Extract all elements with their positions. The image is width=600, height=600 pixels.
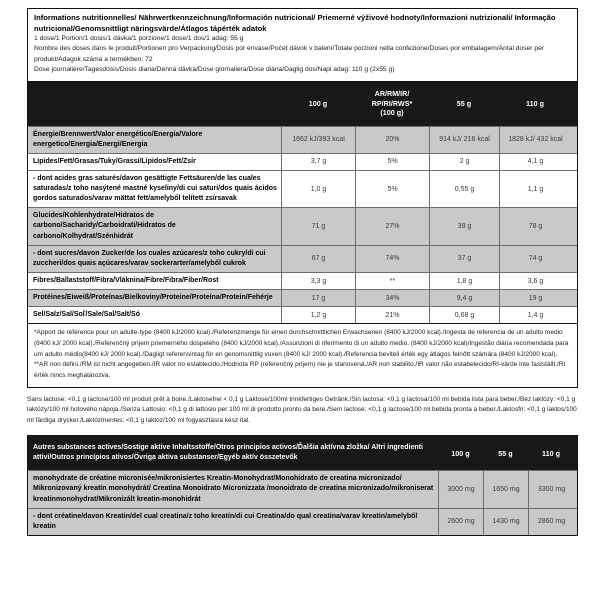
row-label: Énergie/Brennwert/Valor energético/Energ… — [33, 130, 203, 148]
value-cell: 1662 kJ/393 kcal — [281, 126, 355, 153]
active-substances-table: Autres substances actives/Sostige aktive… — [27, 435, 578, 536]
footnote-reference-intake: *Apport de référence pour un adulte-type… — [34, 329, 569, 358]
value-cell: 3,6 g — [499, 273, 571, 290]
row-label: - dont créatine/davon Kreatin/del cual c… — [33, 512, 418, 530]
value-cell: 1,0 g — [281, 170, 355, 208]
nutrition-table: 100 g AR/RM/IR/ RP/RI/RWS* (100 g) 55 g … — [27, 81, 578, 389]
lactose-free-note: Sans lactose: <0,1 g lactose/100 ml prod… — [27, 396, 577, 424]
footnote-ar-not-defined: **AR non défini./RM ist nicht angegeben.… — [34, 361, 566, 379]
servings-per-container-line: Nombre des doses dans le produit/Portion… — [34, 45, 545, 63]
value-cell: 4,1 g — [499, 153, 571, 170]
row-label: Sel/Salz/Sal/Soľ/Sale/Sal/Salt/Só — [33, 311, 140, 319]
value-cell: 5% — [355, 170, 429, 208]
column-header-reference-intake: AR/RM/IR/ RP/RI/RWS* (100 g) — [371, 88, 413, 118]
actives-column-header-100g: 100 g — [451, 448, 470, 458]
value-cell: 914 kJ/ 216 kcal — [429, 126, 499, 153]
daily-dose-line: Dose journalière/Tagesdosis/Dosis diaria… — [34, 66, 395, 74]
actives-column-header-55g: 55 g — [498, 448, 513, 458]
value-cell: 71 g — [281, 208, 355, 245]
value-cell: 3300 mg — [528, 471, 574, 508]
table-row-sugars: - dont sucres/davon Zucker/de los cuales… — [28, 244, 577, 273]
table-row-fat: Lipides/Fett/Grasas/Tuky/Grassi/Lípidos/… — [28, 152, 577, 170]
table-row-energy: Énergie/Brennwert/Valor energético/Energ… — [28, 125, 577, 153]
value-cell: 1650 mg — [483, 471, 528, 508]
table-row-creatine-monohydrate: monohydrate de créatine micronisée/mikro… — [28, 470, 577, 508]
value-cell: 1828 kJ/ 432 kcal — [499, 126, 571, 153]
value-cell: 74 g — [499, 245, 571, 273]
value-cell: 1,8 g — [429, 273, 499, 290]
value-cell: 19 g — [499, 290, 571, 307]
value-cell: 39 g — [429, 208, 499, 245]
value-cell: 3000 mg — [438, 471, 483, 508]
value-cell: 78 g — [499, 208, 571, 245]
value-cell: 17 g — [281, 290, 355, 307]
table-row-saturated-fat: - dont acides gras saturés/davon gesätti… — [28, 169, 577, 208]
value-cell: 34% — [355, 290, 429, 307]
table-row-protein: Protéines/Eiweiß/Proteínas/Bielkoviny/Pr… — [28, 289, 577, 307]
info-title: Informations nutritionnelles/ Nährwertke… — [34, 13, 556, 33]
nutrition-table-header: 100 g AR/RM/IR/ RP/RI/RWS* (100 g) 55 g … — [28, 81, 577, 126]
value-cell: 2600 mg — [438, 508, 483, 535]
value-cell: 67 g — [281, 245, 355, 273]
value-cell: 74% — [355, 245, 429, 273]
value-cell: 1,2 g — [281, 307, 355, 324]
table-row-salt: Sel/Salz/Sal/Soľ/Sale/Sal/Salt/Só 1,2 g … — [28, 306, 577, 324]
value-cell: 0,55 g — [429, 170, 499, 208]
footnote-section: *Apport de référence pour un adulte-type… — [28, 323, 577, 388]
value-cell: 5% — [355, 153, 429, 170]
row-label: - dont acides gras saturés/davon gesätti… — [33, 174, 277, 203]
row-label: Lipides/Fett/Grasas/Tuky/Grassi/Lípidos/… — [33, 157, 196, 165]
value-cell: 0,68 g — [429, 307, 499, 324]
value-cell: 21% — [355, 307, 429, 324]
active-substances-header-label: Autres substances actives/Sostige aktive… — [33, 444, 423, 462]
value-cell: 2 g — [429, 153, 499, 170]
value-cell: 3,7 g — [281, 153, 355, 170]
table-row-creatine: - dont créatine/davon Kreatin/del cual c… — [28, 507, 577, 535]
column-header-55g: 55 g — [456, 98, 472, 108]
value-cell: 9,4 g — [429, 290, 499, 307]
value-cell: 27% — [355, 208, 429, 245]
column-header-100g: 100 g — [308, 98, 328, 108]
label-content: Informations nutritionnelles/ Nährwertke… — [27, 8, 578, 536]
active-substances-header: Autres substances actives/Sostige aktive… — [28, 436, 577, 471]
value-cell: 3,3 g — [281, 273, 355, 290]
table-row-carbohydrate: Glucides/Kohlenhydrate/Hidratos de carbo… — [28, 207, 577, 245]
value-cell: 37 g — [429, 245, 499, 273]
actives-column-header-110g: 110 g — [542, 448, 560, 458]
table-row-fibre: Fibres/Ballaststoff/Fibra/Vláknina/Fibre… — [28, 272, 577, 290]
row-label: - dont sucres/davon Zucker/de los cuales… — [33, 249, 266, 267]
row-label: Protéines/Eiweiß/Proteínas/Bielkoviny/Pr… — [33, 294, 273, 302]
value-cell: 2860 mg — [528, 508, 574, 535]
value-cell: ** — [355, 273, 429, 290]
row-label: Glucides/Kohlenhydrate/Hidratos de carbo… — [33, 212, 176, 240]
value-cell: 20% — [355, 126, 429, 153]
serving-size-line: 1 dose/1 Portion/1 dosis/1 dávka/1 porzi… — [34, 35, 244, 42]
row-label: monohydrate de créatine micronisée/mikro… — [33, 475, 434, 503]
column-header-110g: 110 g — [526, 98, 544, 108]
value-cell: 1,4 g — [499, 307, 571, 324]
value-cell: 1430 mg — [483, 508, 528, 535]
value-cell: 1,1 g — [499, 170, 571, 208]
row-label: Fibres/Ballaststoff/Fibra/Vláknina/Fibre… — [33, 277, 219, 285]
info-box: Informations nutritionnelles/ Nährwertke… — [27, 8, 578, 82]
